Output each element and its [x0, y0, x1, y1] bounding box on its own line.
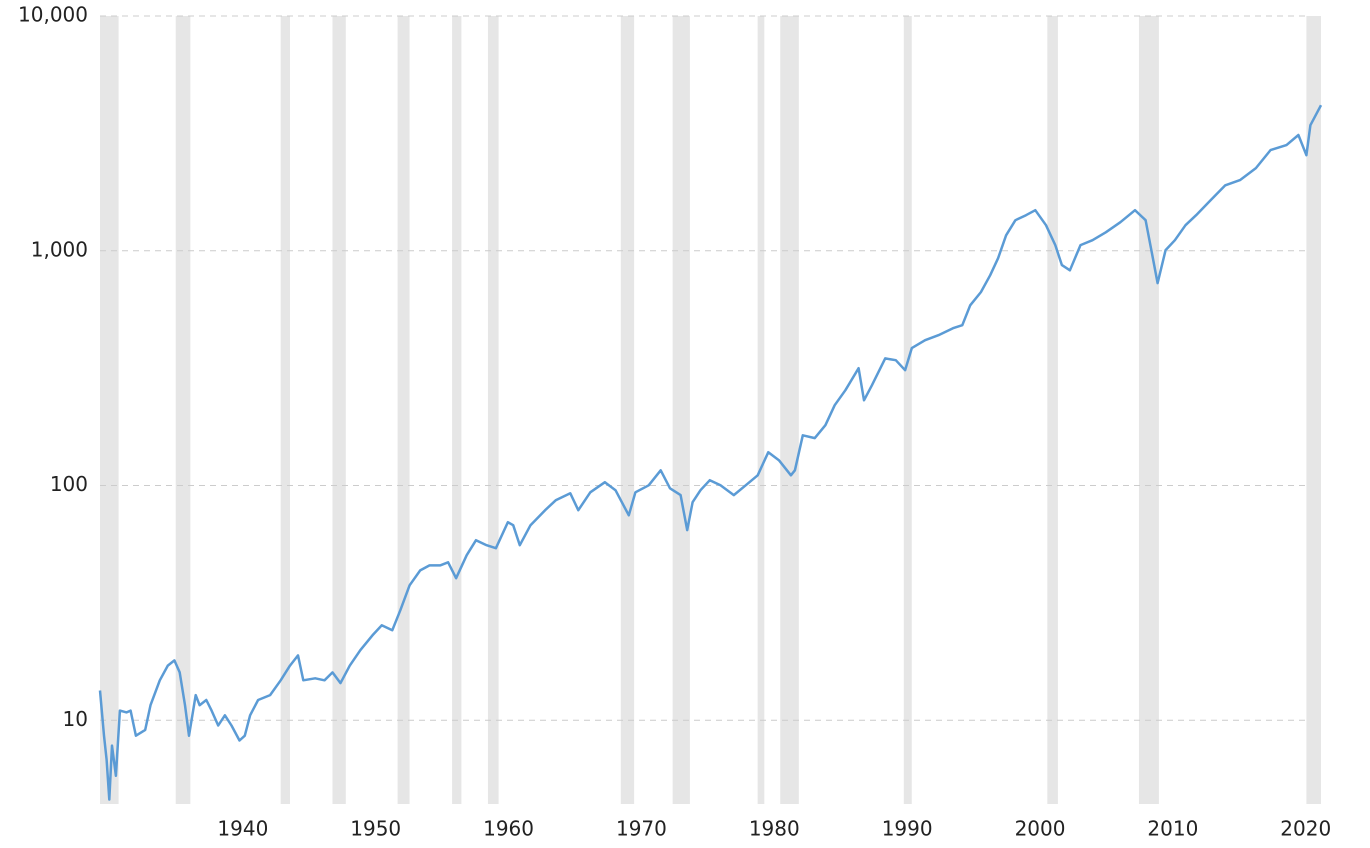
recession-band: [280, 16, 290, 804]
recession-band: [487, 16, 499, 804]
x-tick-label: 1970: [616, 817, 667, 841]
y-tick-label: 10,000: [18, 3, 88, 27]
x-tick-label: 2010: [1147, 817, 1198, 841]
recession-band: [1138, 16, 1159, 804]
y-tick-label: 100: [50, 472, 88, 496]
x-tick-label: 2000: [1015, 817, 1066, 841]
recession-band: [100, 16, 119, 804]
x-tick-label: 2020: [1280, 817, 1331, 841]
x-tick-label: 1950: [350, 817, 401, 841]
recession-band: [903, 16, 912, 804]
series-line: [98, 104, 1323, 801]
recession-band: [1047, 16, 1058, 804]
recession-band: [620, 16, 635, 804]
recession-band: [1306, 16, 1321, 804]
recession-band: [452, 16, 462, 804]
recession-band: [332, 16, 346, 804]
y-tick-label: 1,000: [31, 237, 88, 261]
recession-band: [757, 16, 765, 804]
x-tick-label: 1980: [749, 817, 800, 841]
y-tick-label: 10: [63, 707, 88, 731]
recession-band: [672, 16, 690, 804]
x-tick-label: 1960: [483, 817, 534, 841]
recession-band: [175, 16, 191, 804]
recession-band: [780, 16, 799, 804]
x-tick-label: 1940: [217, 817, 268, 841]
recession-band: [397, 16, 410, 804]
x-tick-label: 1990: [882, 817, 933, 841]
